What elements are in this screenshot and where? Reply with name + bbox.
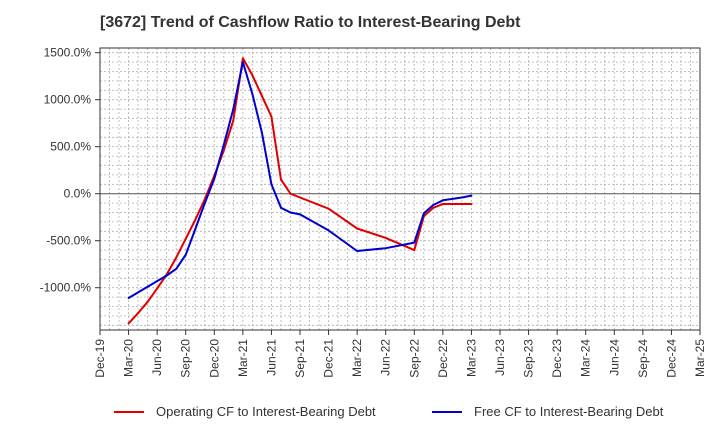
data-point-operating-cf [184, 237, 187, 240]
plot-frame [99, 47, 701, 331]
data-point-free-cf [194, 228, 197, 231]
data-point-operating-cf [279, 178, 282, 181]
chart-title: [3672] Trend of Cashflow Ratio to Intere… [100, 14, 521, 31]
data-point-free-cf [299, 213, 301, 216]
data-point-free-cf [413, 241, 416, 244]
data-point-operating-cf [299, 196, 301, 199]
data-point-free-cf [232, 108, 235, 111]
data-point-free-cf [327, 229, 330, 232]
x-tick-label: Dec-20 [207, 339, 221, 378]
x-tick-label: Mar-22 [350, 339, 364, 377]
data-point-free-cf [213, 177, 216, 180]
data-point-operating-cf [289, 192, 292, 195]
data-point-free-cf [184, 253, 187, 256]
x-tick-label: Jun-22 [379, 339, 393, 376]
y-tick-label: 500.0% [50, 140, 91, 154]
legend-swatch-free-cf [432, 410, 462, 413]
x-tick-label: Mar-24 [579, 339, 593, 377]
y-tick-label: 0.0% [64, 187, 92, 201]
series-line-operating-cf [127, 57, 472, 325]
data-point-operating-cf [327, 207, 330, 210]
legend-item-free-cf: Free CF to Interest-Bearing Debt [432, 404, 663, 419]
data-point-free-cf [451, 197, 454, 200]
legend-swatch-operating-cf [114, 410, 144, 413]
data-point-operating-cf [441, 203, 444, 206]
data-point-operating-cf [384, 236, 387, 239]
y-tick-label: -1000.0% [40, 281, 92, 295]
data-point-operating-cf [356, 227, 359, 230]
x-tick-label: Mar-21 [236, 339, 250, 377]
data-point-operating-cf [251, 74, 254, 77]
data-point-free-cf [222, 143, 225, 146]
data-point-operating-cf [232, 119, 235, 122]
plot-svg: 1500.0% 1000.0% 500.0% 0.0% -500.0% -1000.0% D… [40, 46, 707, 378]
x-tick-label: Dec-24 [664, 339, 678, 378]
data-point-operating-cf [194, 219, 197, 222]
x-tick-label: Dec-23 [550, 339, 564, 378]
legend-item-operating-cf: Operating CF to Interest-Bearing Debt [114, 404, 376, 419]
x-tick-label: Sep-21 [293, 339, 307, 378]
x-tick-label: Jun-23 [493, 339, 507, 376]
data-point-operating-cf [270, 115, 273, 118]
x-tick-label: Sep-23 [522, 339, 536, 378]
x-tick-label: Sep-20 [179, 339, 193, 378]
data-point-operating-cf [146, 300, 149, 303]
data-point-free-cf [460, 196, 463, 199]
data-point-operating-cf [241, 57, 244, 60]
data-point-free-cf [165, 274, 168, 277]
y-tick-label: 1500.0% [44, 46, 92, 60]
x-tick-label: Dec-19 [93, 339, 107, 378]
data-point-operating-cf [175, 256, 178, 259]
data-point-free-cf [175, 267, 178, 270]
x-tick-label: Dec-22 [436, 339, 450, 378]
data-point-operating-cf [137, 312, 140, 315]
x-tick-label: Mar-20 [122, 339, 136, 377]
data-point-free-cf [203, 202, 206, 205]
data-point-free-cf [279, 206, 282, 209]
data-point-free-cf [356, 250, 359, 253]
x-tick-label: Dec-21 [322, 339, 336, 378]
data-point-free-cf [432, 203, 435, 206]
x-tick-label: Jun-21 [264, 339, 278, 376]
legend-label-operating-cf: Operating CF to Interest-Bearing Debt [156, 404, 376, 419]
x-tick-label: Mar-23 [464, 339, 478, 377]
data-point-free-cf [260, 131, 263, 134]
data-point-free-cf [270, 183, 273, 186]
data-point-operating-cf [432, 206, 435, 209]
data-point-operating-cf [413, 249, 416, 252]
y-tick-label: 1000.0% [44, 93, 92, 107]
data-point-free-cf [441, 199, 444, 202]
data-point-operating-cf [260, 94, 263, 97]
legend-label-free-cf: Free CF to Interest-Bearing Debt [474, 404, 664, 419]
x-tick-label: Jun-24 [607, 339, 621, 376]
data-point-free-cf [470, 194, 473, 197]
legend: Operating CF to Interest-Bearing Debt Fr… [0, 404, 720, 426]
data-point-free-cf [422, 212, 425, 215]
data-point-operating-cf [156, 287, 159, 290]
data-point-free-cf [241, 61, 244, 64]
x-tick-label: Sep-22 [407, 339, 421, 378]
x-tick-label: Mar-25 [693, 339, 707, 377]
data-point-operating-cf [470, 203, 473, 206]
x-tick-label: Sep-24 [636, 339, 650, 378]
data-point-free-cf [384, 247, 387, 250]
data-point-operating-cf [127, 322, 130, 325]
x-tick-label: Jun-20 [150, 339, 164, 376]
y-tick-label: -500.0% [46, 234, 91, 248]
data-point-free-cf [156, 280, 159, 283]
data-point-free-cf [289, 211, 292, 214]
data-point-free-cf [251, 93, 254, 96]
data-point-free-cf [127, 297, 130, 300]
